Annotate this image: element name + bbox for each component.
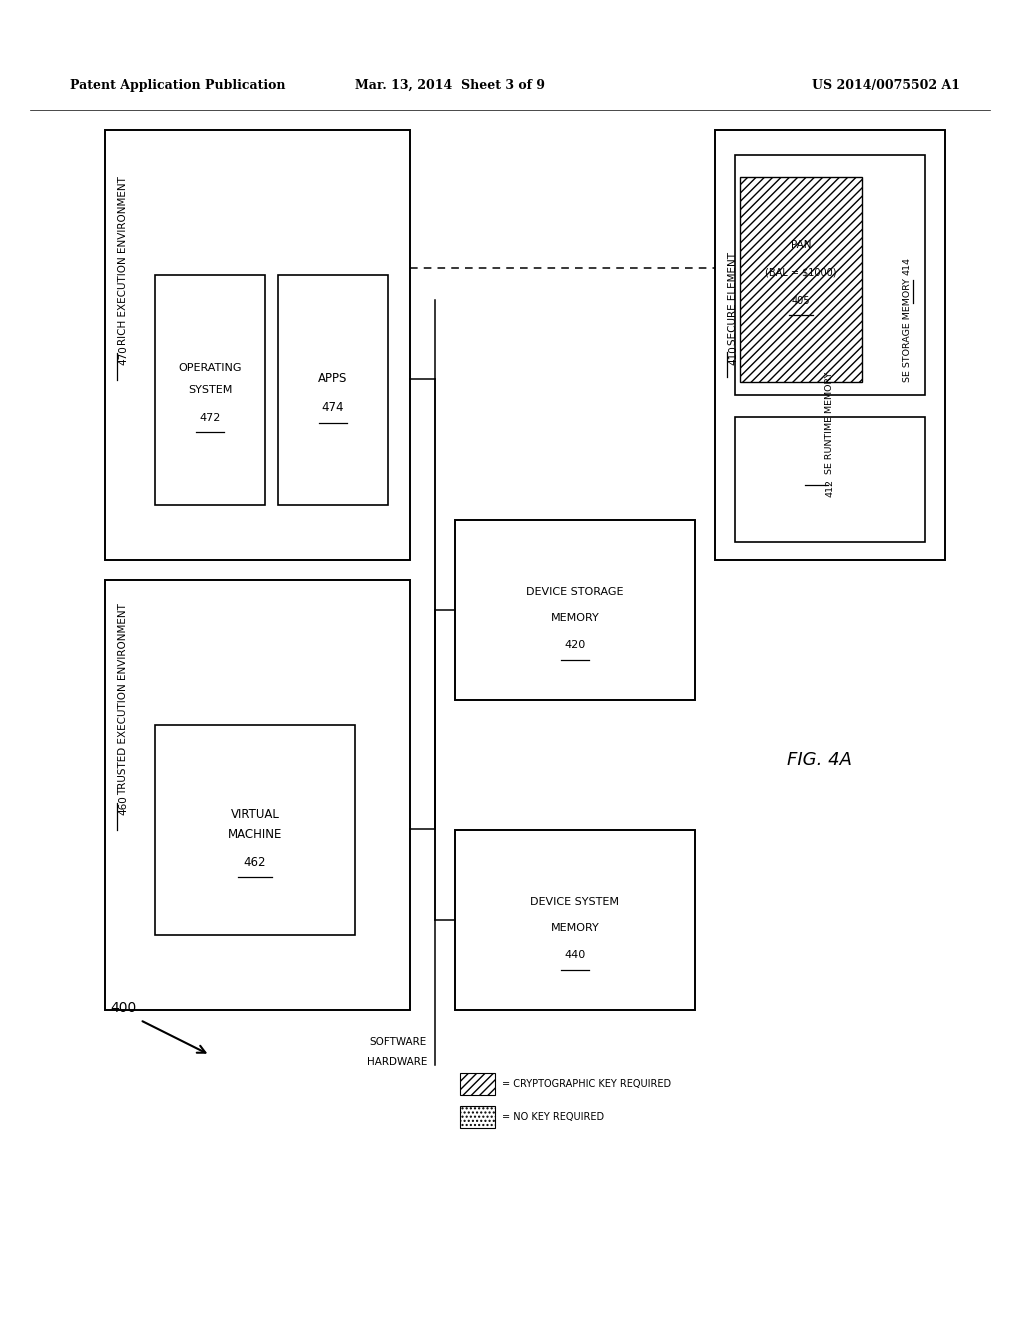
Text: OPERATING: OPERATING <box>178 363 242 374</box>
Text: VIRTUAL: VIRTUAL <box>230 808 280 821</box>
Bar <box>455 830 695 1010</box>
Text: TRUSTED EXECUTION ENVIRONMENT: TRUSTED EXECUTION ENVIRONMENT <box>118 599 128 795</box>
Text: SE STORAGE MEMORY: SE STORAGE MEMORY <box>902 275 911 381</box>
Text: MEMORY: MEMORY <box>551 923 599 933</box>
Text: Patent Application Publication: Patent Application Publication <box>70 78 286 91</box>
Bar <box>735 417 925 543</box>
Text: RICH EXECUTION ENVIRONMENT: RICH EXECUTION ENVIRONMENT <box>118 173 128 345</box>
Text: 474: 474 <box>322 401 344 414</box>
Text: 420: 420 <box>564 640 586 649</box>
Text: 470: 470 <box>118 345 128 364</box>
Text: MEMORY: MEMORY <box>551 612 599 623</box>
Text: (BAL = $1000): (BAL = $1000) <box>765 268 837 277</box>
Text: DEVICE STORAGE: DEVICE STORAGE <box>526 587 624 597</box>
Bar <box>155 275 265 506</box>
Text: HARDWARE: HARDWARE <box>367 1057 427 1067</box>
Text: 472: 472 <box>200 413 221 422</box>
Text: 412: 412 <box>825 479 835 498</box>
Bar <box>155 725 355 935</box>
Bar <box>740 177 862 381</box>
Text: SOFTWARE: SOFTWARE <box>370 1038 427 1047</box>
Text: 440: 440 <box>564 950 586 960</box>
Text: 405: 405 <box>792 297 810 306</box>
Text: Mar. 13, 2014  Sheet 3 of 9: Mar. 13, 2014 Sheet 3 of 9 <box>355 78 545 91</box>
Text: 414: 414 <box>902 257 911 275</box>
Bar <box>735 154 925 395</box>
Text: FIG. 4A: FIG. 4A <box>787 751 853 770</box>
Text: 460: 460 <box>118 795 128 814</box>
Text: SE RUNTIME MEMORY: SE RUNTIME MEMORY <box>825 370 835 474</box>
Bar <box>460 1073 495 1096</box>
Text: DEVICE SYSTEM: DEVICE SYSTEM <box>530 898 620 907</box>
Text: MACHINE: MACHINE <box>227 829 283 842</box>
Bar <box>105 129 410 560</box>
Text: APPS: APPS <box>318 371 348 384</box>
Bar <box>278 275 388 506</box>
Text: 462: 462 <box>244 855 266 869</box>
Text: US 2014/0075502 A1: US 2014/0075502 A1 <box>812 78 961 91</box>
Text: SECURE ELEMENT: SECURE ELEMENT <box>728 248 738 345</box>
Text: SYSTEM: SYSTEM <box>187 385 232 395</box>
Text: = CRYPTOGRAPHIC KEY REQUIRED: = CRYPTOGRAPHIC KEY REQUIRED <box>502 1078 671 1089</box>
Bar <box>455 520 695 700</box>
Text: = NO KEY REQUIRED: = NO KEY REQUIRED <box>502 1111 604 1122</box>
Text: PAN: PAN <box>791 239 811 249</box>
Bar <box>105 579 410 1010</box>
Text: 410: 410 <box>728 345 738 364</box>
Bar <box>460 1106 495 1129</box>
Text: 400: 400 <box>110 1001 136 1015</box>
Bar <box>715 129 945 560</box>
